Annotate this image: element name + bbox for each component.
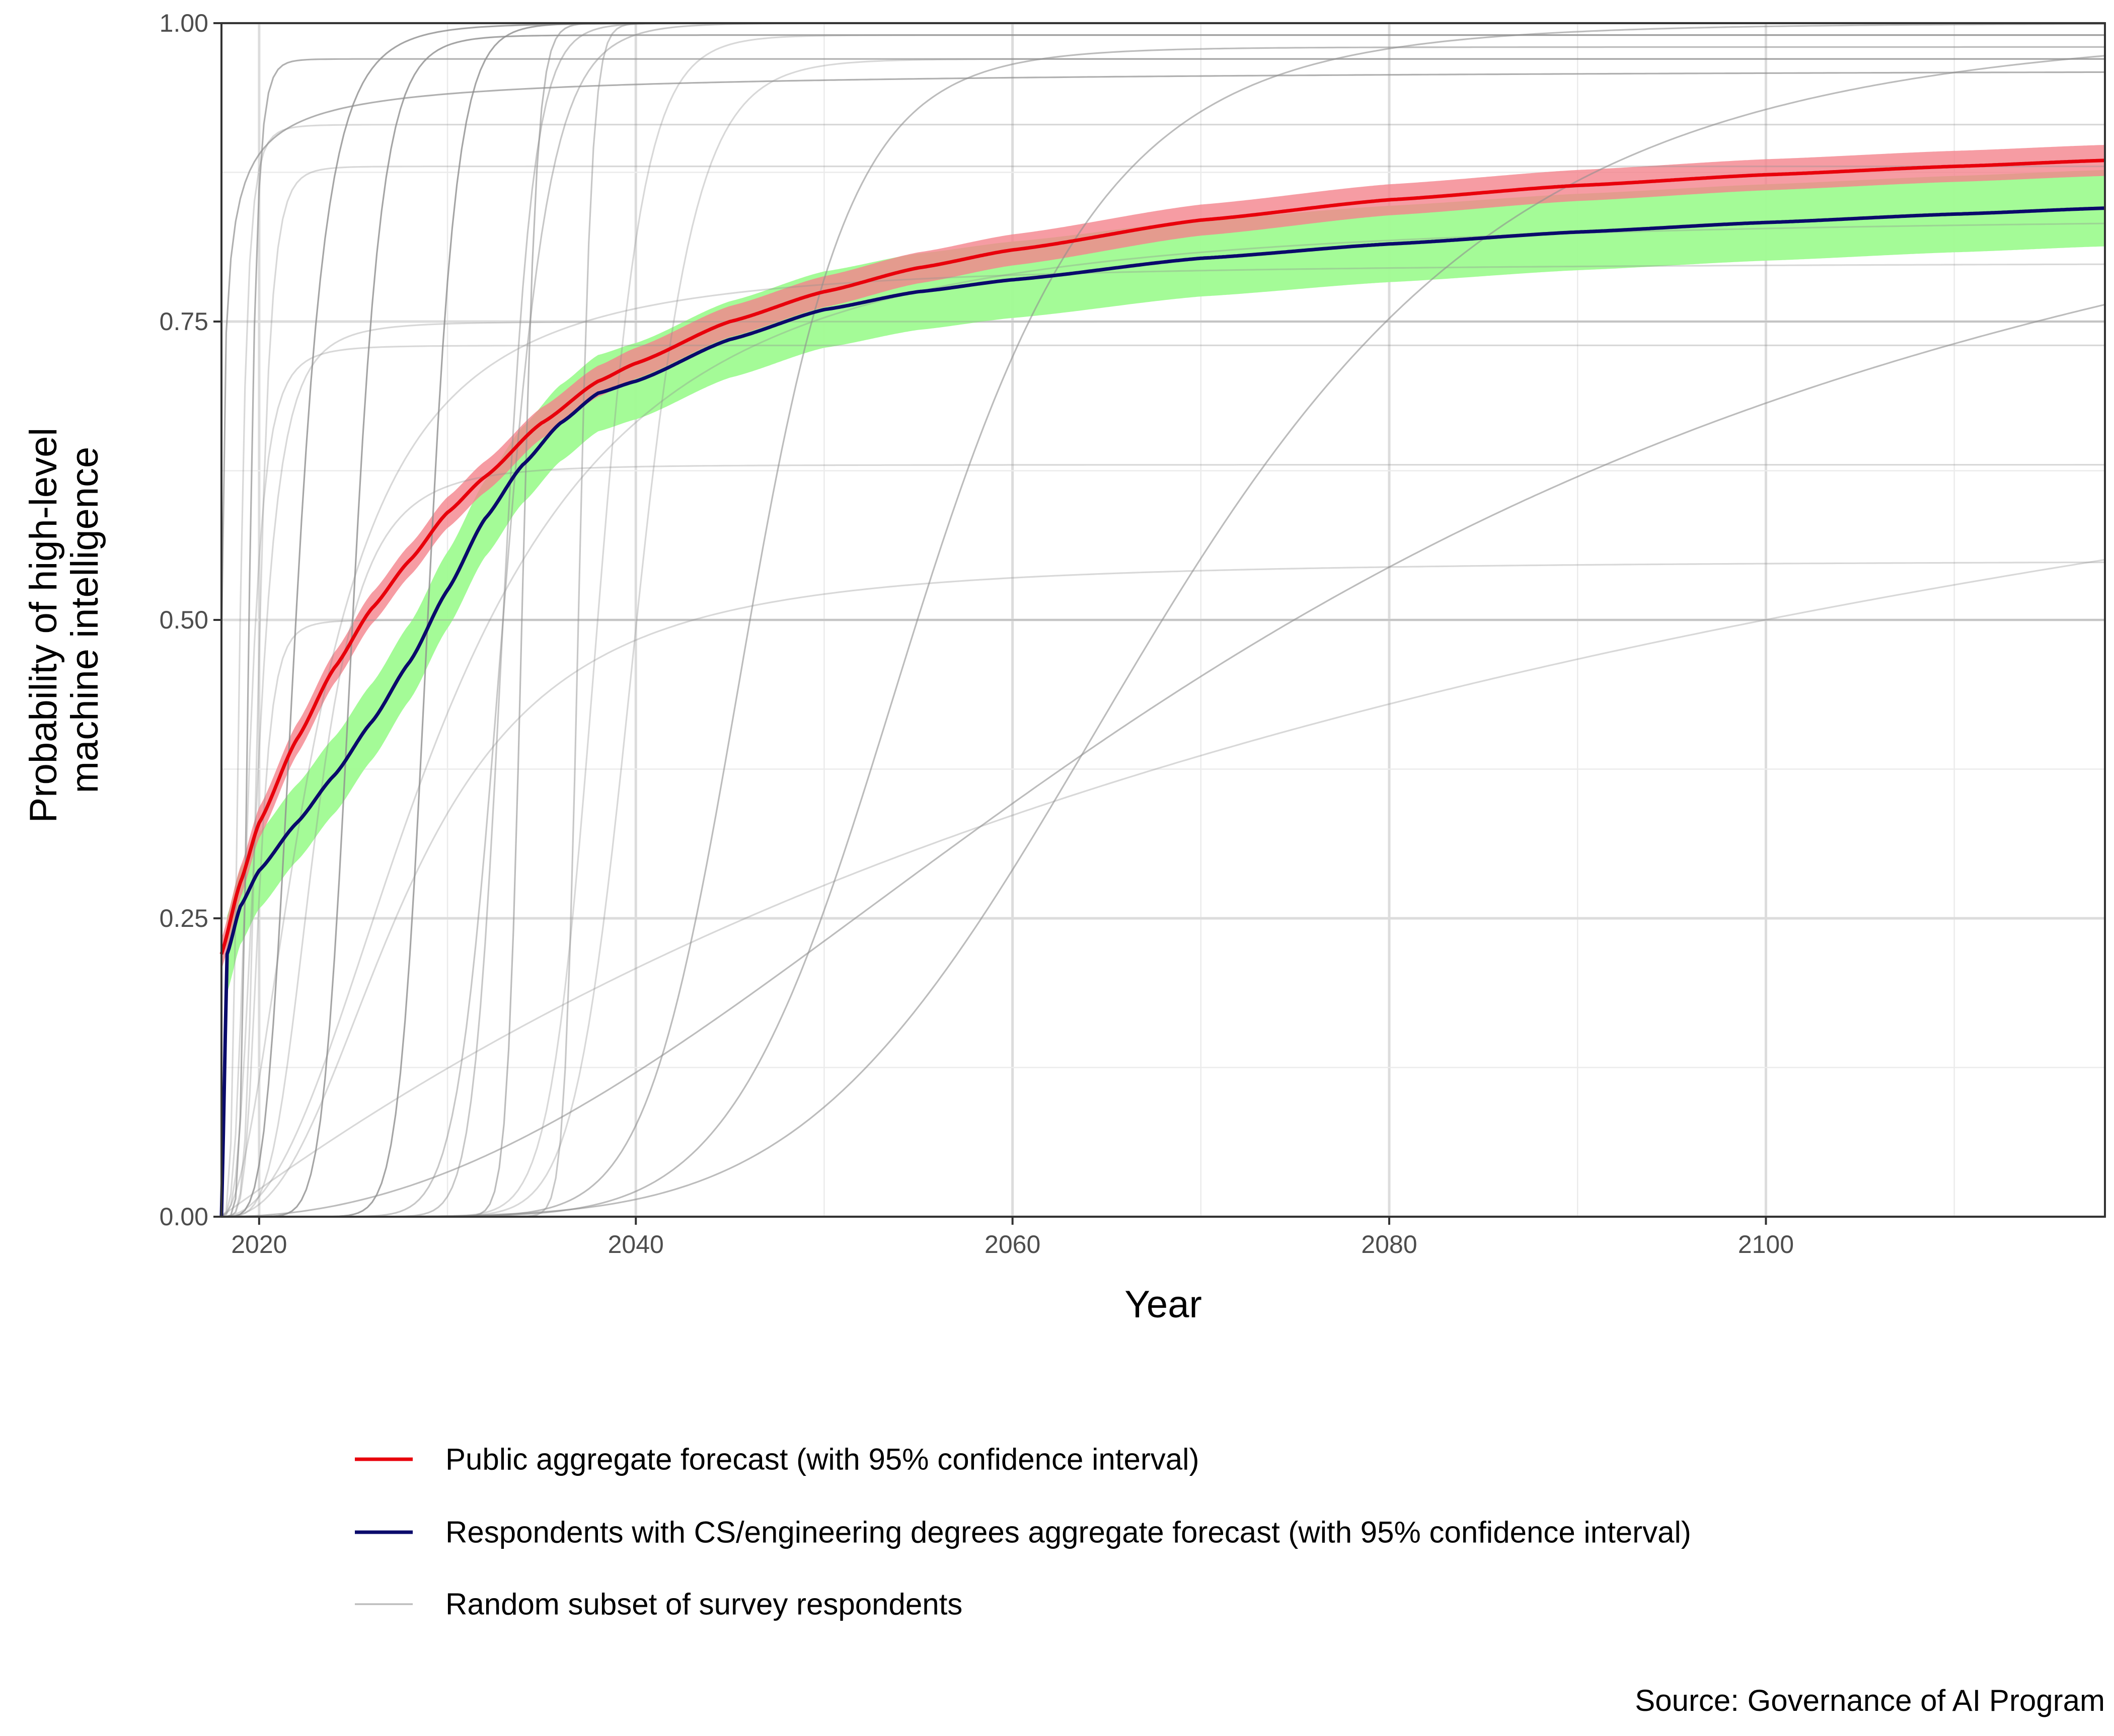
respondent-curve [221, 464, 2105, 1218]
respondent-curve [220, 124, 2105, 1218]
aggregate-lines [219, 159, 2105, 1217]
respondent-curve [221, 222, 2105, 1218]
respondent-curve [221, 561, 2105, 1218]
respondent-curve [221, 23, 2105, 1218]
legend-label-respondents: Random subset of survey respondents [445, 1588, 962, 1621]
legend-label-cs: Respondents with CS/engineering degrees … [445, 1516, 1691, 1549]
legend: Public aggregate forecast (with 95% conf… [355, 1443, 1691, 1621]
x-tick-label: 2040 [608, 1230, 664, 1258]
x-axis-title: Year [1124, 1283, 1202, 1326]
respondent-curve [221, 34, 2105, 1218]
respondent-curve [221, 46, 2105, 1218]
confidence-bands [221, 144, 2105, 1075]
y-tick-label: 0.50 [160, 606, 208, 634]
respondent-curve [220, 71, 2105, 641]
respondent-curve [221, 619, 2105, 1218]
y-tick-label: 1.00 [160, 9, 208, 37]
y-tick-label: 0.25 [160, 904, 208, 932]
respondent-curve [221, 55, 2105, 1218]
respondent-curve [221, 303, 2105, 1218]
respondent-curve [221, 166, 2105, 1218]
x-tick-label: 2080 [1361, 1230, 1417, 1258]
respondent-curve [221, 321, 2105, 1218]
axis-ticks: 0.00 0.25 0.50 0.75 1.00 2020 2040 2060 2080 2100 [160, 9, 1794, 1258]
x-tick-label: 2060 [985, 1230, 1040, 1258]
source-caption: Source: Governance of AI Program [1635, 1684, 2105, 1717]
y-tick-label: 0.00 [160, 1203, 208, 1231]
y-axis-title: Probability of high-level machine intell… [22, 417, 106, 823]
respondent-curve [221, 559, 2105, 1217]
x-tick-label: 2020 [231, 1230, 287, 1258]
respondent-curve [221, 58, 2105, 1218]
y-axis-title-line-2: machine intelligence [63, 447, 106, 794]
cs-confidence-band [225, 170, 2105, 1075]
public-aggregate-line [219, 159, 2105, 955]
respondent-curve [221, 34, 2105, 1218]
respondent-curve [221, 263, 2105, 1218]
y-axis-title-line-1: Probability of high-level [22, 428, 65, 823]
y-tick-label: 0.75 [160, 307, 208, 336]
legend-label-public: Public aggregate forecast (with 95% conf… [445, 1443, 1199, 1476]
cs-aggregate-line [219, 206, 2105, 1217]
respondent-curve [221, 58, 2105, 1218]
respondent-curve [221, 344, 2105, 1218]
x-tick-label: 2100 [1738, 1230, 1794, 1258]
public-confidence-band [221, 144, 2105, 970]
